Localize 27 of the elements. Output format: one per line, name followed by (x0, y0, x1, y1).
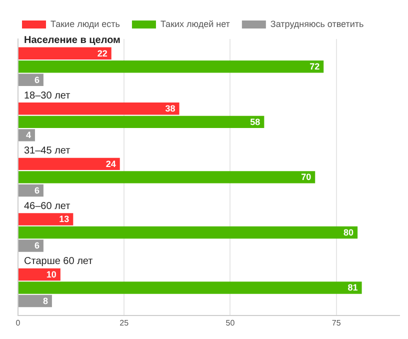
legend-label: Затрудняюсь ответить (270, 18, 364, 29)
legend-label: Таких людей нет (160, 18, 230, 29)
data-label: 13 (59, 214, 70, 224)
x-tick-label: 0 (16, 318, 21, 328)
data-label: 38 (165, 104, 176, 114)
y-tick-label: 31–45 лет (24, 146, 71, 157)
data-label: 24 (106, 158, 116, 169)
data-label: 80 (344, 227, 354, 238)
y-tick-label: 46–60 лет (24, 200, 71, 212)
x-tick-label: 25 (120, 318, 130, 328)
data-label: 10 (46, 269, 56, 280)
data-label: 6 (34, 240, 40, 251)
data-label: 8 (42, 296, 48, 306)
data-label: 72 (310, 62, 320, 72)
y-tick-label: Старше 60 лет (24, 256, 94, 268)
data-label: 6 (34, 185, 40, 196)
data-label: 22 (97, 48, 108, 58)
x-tick-label: 50 (226, 318, 236, 328)
data-label: 6 (34, 74, 40, 85)
data-label: 4 (26, 130, 31, 140)
legend-label: Такие люди есть (50, 18, 120, 29)
y-tick-label: Население в целом (24, 35, 120, 46)
data-label: 70 (301, 172, 312, 182)
x-tick-label: 75 (332, 318, 342, 328)
data-label: 81 (348, 282, 358, 293)
y-tick-label: 18–30 лет (24, 90, 71, 102)
data-label: 58 (250, 116, 260, 127)
